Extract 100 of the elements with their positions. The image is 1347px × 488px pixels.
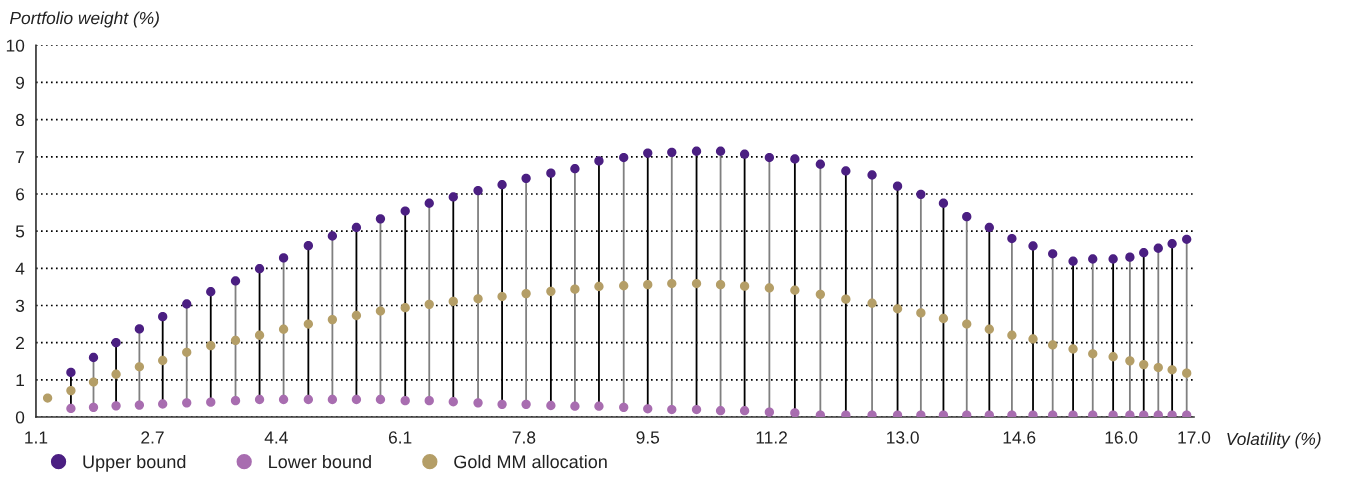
legend-label: Lower bound	[269, 454, 371, 469]
point	[790, 154, 800, 164]
point	[1048, 249, 1058, 259]
point	[521, 288, 531, 299]
point	[962, 319, 972, 329]
point	[254, 394, 265, 405]
x-tick-label: 4.4	[264, 431, 288, 444]
point	[230, 395, 241, 406]
point	[667, 147, 677, 157]
x-tick-label: 16.0	[1105, 431, 1138, 444]
legend-label: Gold MM allocation	[454, 454, 607, 469]
point	[206, 287, 216, 297]
point	[1139, 248, 1149, 258]
point	[984, 324, 994, 334]
point	[867, 170, 877, 180]
point	[158, 355, 168, 366]
point	[691, 404, 702, 415]
point	[521, 399, 531, 410]
point	[570, 164, 580, 174]
point	[916, 189, 926, 199]
x-tick-label: 2.7	[141, 431, 164, 444]
point	[1007, 330, 1017, 340]
x-tick-label: 9.5	[636, 431, 660, 444]
point	[1108, 352, 1118, 362]
x-tick-label: 6.1	[388, 431, 412, 444]
point	[892, 304, 903, 314]
point	[691, 146, 702, 156]
point	[1182, 234, 1192, 244]
point	[938, 198, 949, 208]
x-axis-title: Volatility (%)	[1227, 432, 1321, 449]
y-tick-label: 2	[16, 336, 24, 349]
y-tick-label: 9	[16, 76, 25, 89]
point	[1068, 344, 1078, 354]
point	[473, 398, 483, 408]
point	[841, 166, 851, 176]
point	[303, 240, 314, 251]
x-tick-label: 11.2	[756, 431, 787, 444]
point	[1153, 362, 1163, 373]
point	[206, 397, 216, 407]
x-tick-label: 17.0	[1178, 431, 1211, 444]
point	[1182, 410, 1192, 417]
point	[841, 294, 851, 304]
point	[962, 211, 972, 222]
y-tick-label: 1	[16, 374, 25, 387]
point	[134, 324, 145, 334]
point	[351, 394, 362, 405]
point	[619, 281, 629, 291]
point	[570, 401, 580, 411]
point	[1167, 410, 1177, 417]
point	[643, 404, 653, 414]
y-tick-label: 4	[15, 262, 25, 275]
point	[1167, 365, 1177, 375]
point	[867, 410, 877, 417]
point	[473, 294, 483, 304]
point	[1182, 368, 1192, 378]
point	[42, 393, 53, 403]
point	[1068, 410, 1078, 417]
point	[1028, 334, 1038, 344]
point	[1139, 410, 1149, 417]
point	[230, 276, 241, 286]
point	[473, 185, 483, 196]
y-tick-label: 7	[16, 151, 24, 164]
point	[1007, 233, 1017, 244]
point	[546, 400, 556, 411]
x-tick-label: 7.8	[512, 431, 536, 444]
point	[1153, 243, 1163, 253]
y-tick-label: 6	[16, 188, 25, 201]
point	[134, 362, 145, 372]
point	[158, 311, 168, 322]
point	[546, 168, 556, 178]
y-tick-label: 10	[6, 39, 25, 52]
point	[619, 402, 629, 412]
point	[303, 319, 314, 329]
point	[739, 149, 750, 159]
point	[984, 222, 994, 233]
y-tick-label: 8	[15, 113, 25, 127]
point	[1125, 356, 1135, 366]
point	[594, 156, 604, 166]
point	[1108, 410, 1118, 417]
point	[867, 298, 877, 308]
point	[400, 395, 410, 406]
point	[278, 253, 289, 263]
point	[424, 198, 434, 208]
point	[400, 206, 410, 216]
y-tick-label: 3	[15, 299, 25, 312]
point	[790, 408, 800, 417]
point	[206, 340, 216, 351]
point	[691, 278, 702, 289]
point	[375, 306, 386, 316]
point	[497, 291, 507, 302]
point	[278, 324, 289, 334]
point	[88, 402, 99, 412]
point	[497, 399, 507, 410]
point	[1048, 340, 1058, 350]
point	[303, 394, 314, 405]
point	[841, 410, 851, 417]
point	[546, 286, 556, 297]
point	[1139, 359, 1149, 370]
point	[643, 148, 653, 158]
point	[327, 314, 338, 325]
